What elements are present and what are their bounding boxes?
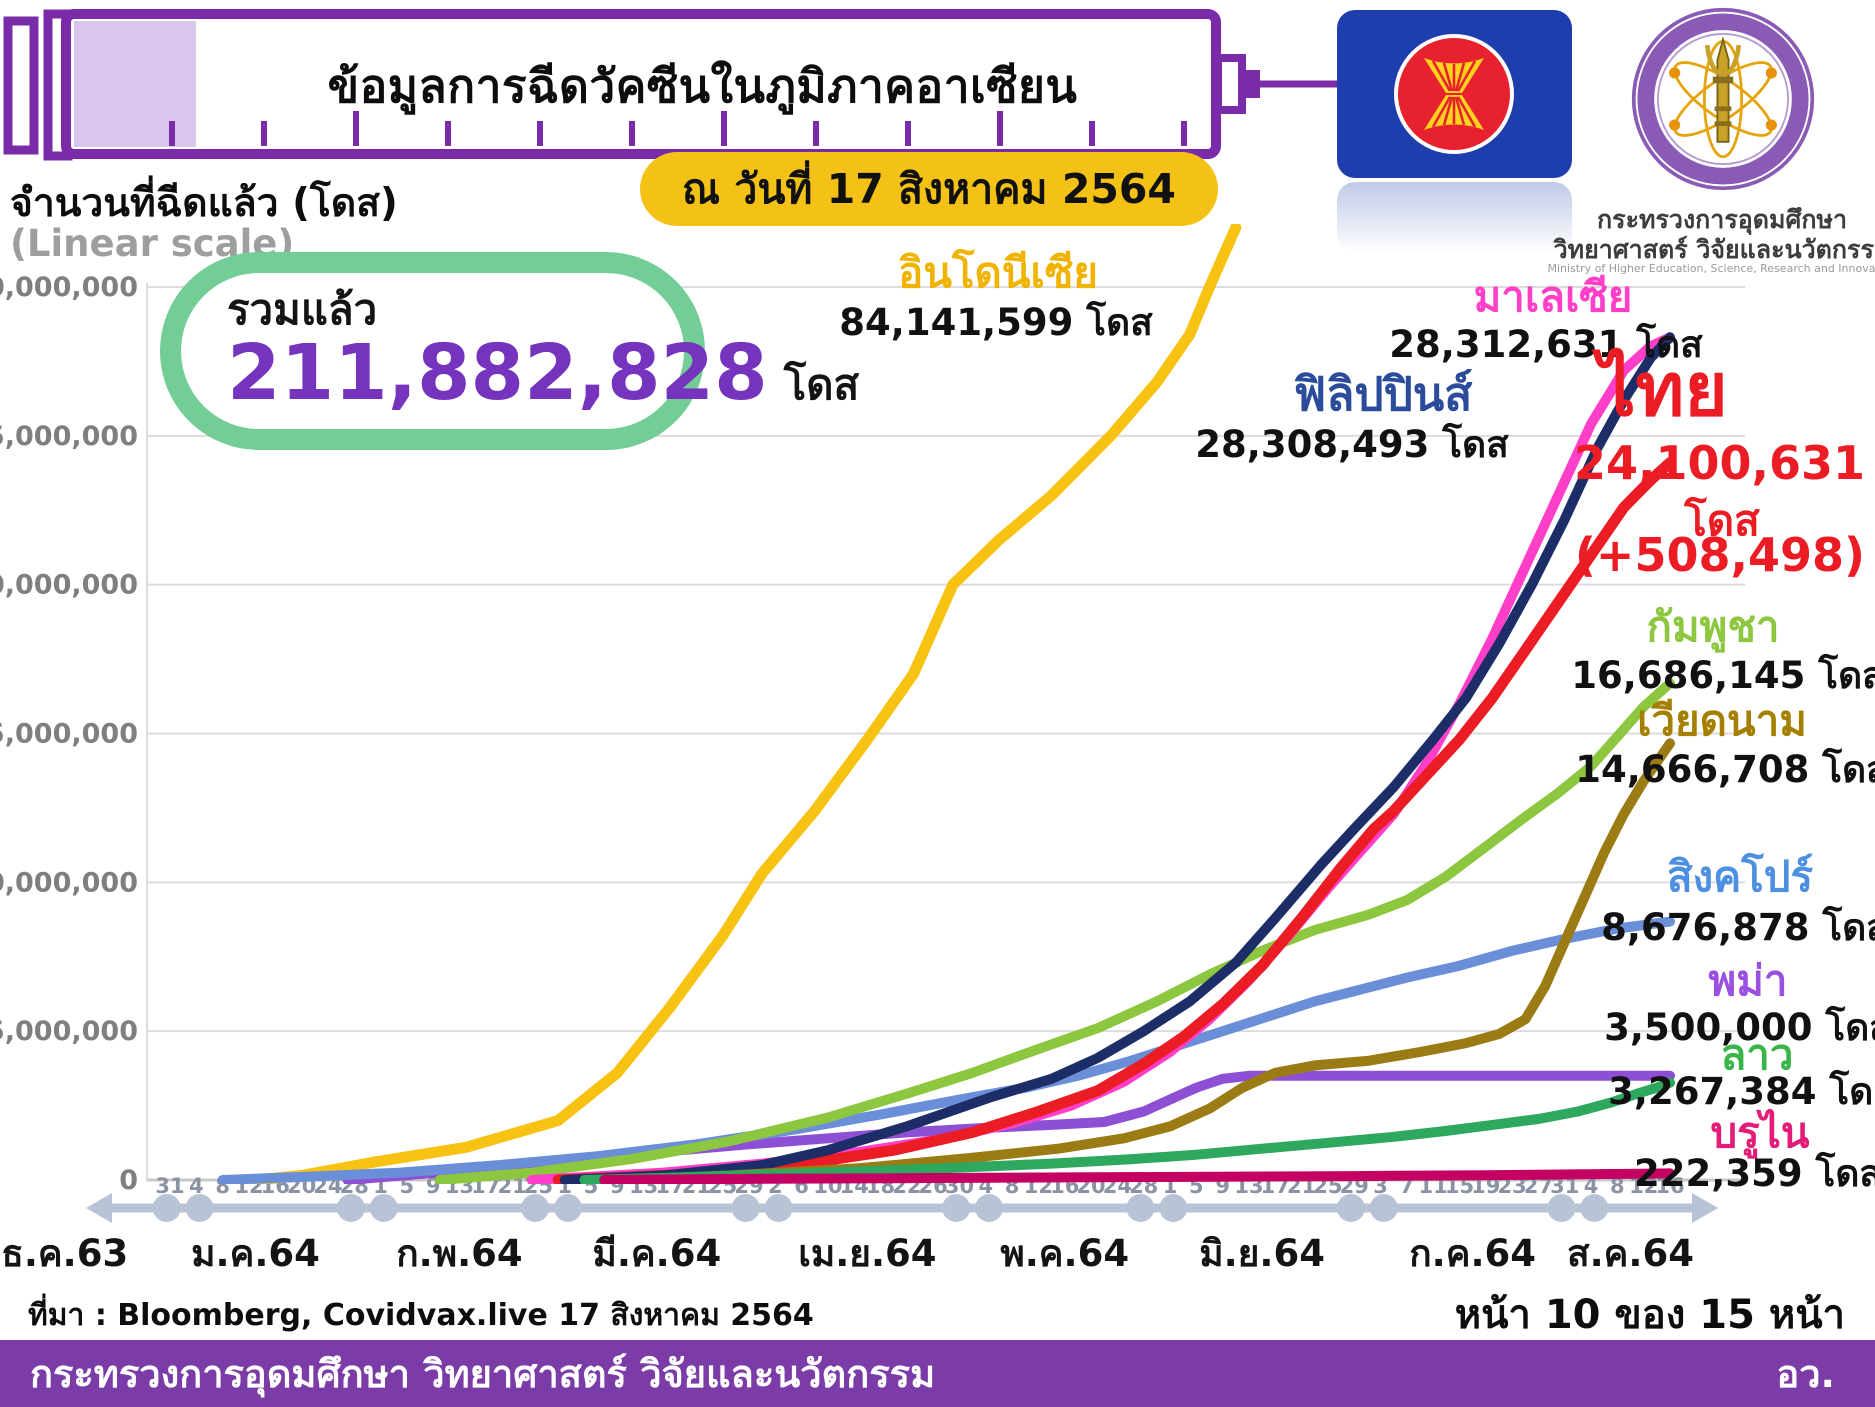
svg-text:มี.ค.64: มี.ค.64 <box>592 1232 721 1275</box>
svg-text:5,000,000: 5,000,000 <box>0 1016 138 1047</box>
syringe-banner-graphic <box>3 9 1350 161</box>
svg-text:พ.ค.64: พ.ค.64 <box>1000 1232 1129 1275</box>
page-title: ข้อมูลการฉีดวัคซีนในภูมิภาคอาเซียน <box>327 58 1078 113</box>
ministry-seal-icon <box>1631 7 1815 191</box>
value-indonesia: 84,141,599 โดส <box>839 301 1153 344</box>
delta-thailand: (+508,498) <box>1574 528 1865 582</box>
svg-text:31: 31 <box>155 1174 184 1198</box>
ministry-name-en: Ministry of Higher Education, Science, R… <box>1547 262 1875 275</box>
svg-text:ธ.ค.63: ธ.ค.63 <box>1 1232 128 1275</box>
syringe-nozzle <box>1214 54 1246 114</box>
label-thailand: ไทย <box>1598 347 1728 433</box>
seal-atom-orbits <box>1673 39 1773 159</box>
source-note: ที่มา : Bloomberg, Covidvax.live 17 สิงห… <box>28 1298 814 1333</box>
page-indicator: หน้า 10 ของ 15 หน้า <box>1454 1292 1845 1338</box>
value-brunei: 222,359 โดส <box>1634 1152 1875 1195</box>
label-laos: ลาว <box>1720 1030 1794 1079</box>
svg-text:ก.พ.64: ก.พ.64 <box>396 1232 522 1275</box>
svg-text:มิ.ย.64: มิ.ย.64 <box>1199 1232 1325 1275</box>
svg-text:20,000,000: 20,000,000 <box>0 570 138 601</box>
value-philippines: 28,308,493 โดส <box>1195 423 1509 466</box>
seal-trident <box>1704 35 1742 143</box>
asean-emblem-icon <box>1394 34 1514 154</box>
asean-paddy-lines <box>1431 60 1477 128</box>
y-axis-title: จำนวนที่ฉีดแล้ว (โดส) <box>10 181 398 226</box>
total-value: 211,882,828 <box>227 329 768 419</box>
label-vietnam: เวียดนาม <box>1637 696 1807 745</box>
ministry-name-th-1: กระทรวงการอุดมศึกษา <box>1597 205 1847 234</box>
value-myanmar: 3,500,000 โดส <box>1604 1006 1875 1049</box>
svg-text:ส.ค.64: ส.ค.64 <box>1567 1232 1694 1275</box>
asean-flag-reflection <box>1337 182 1572 252</box>
svg-text:เม.ย.64: เม.ย.64 <box>798 1232 936 1275</box>
seal-orbit-dots <box>1669 67 1777 131</box>
label-singapore: สิงคโปร์ <box>1666 852 1814 901</box>
label-indonesia: อินโดนีเซีย <box>898 248 1098 297</box>
value-laos: 3,267,384 โดส <box>1608 1070 1875 1113</box>
value-thailand: 24,100,631 <box>1573 436 1865 490</box>
svg-text:4: 4 <box>1584 1174 1599 1198</box>
footer-ministry-text: กระทรวงการอุดมศึกษา วิทยาศาสตร์ วิจัยและ… <box>30 1352 936 1396</box>
syringe-fluid <box>74 21 196 147</box>
svg-text:4: 4 <box>189 1174 204 1198</box>
syringe-plunger-cap <box>3 16 39 155</box>
total-label: รวมแล้ว <box>227 285 378 334</box>
unit-thailand: โดส <box>1684 496 1760 545</box>
value-malaysia: 28,312,631 โดส <box>1389 323 1703 366</box>
svg-text:15,000,000: 15,000,000 <box>0 719 138 750</box>
label-brunei: บรูไน <box>1710 1108 1810 1157</box>
footer-abbr: อว. <box>1776 1352 1835 1396</box>
total-unit: โดส <box>783 360 860 410</box>
total-doses-box: รวมแล้ว 211,882,828 โดส <box>160 252 859 450</box>
label-philippines: ฟิลิปปินส์ <box>1293 367 1473 421</box>
value-cambodia: 16,686,145 โดส <box>1571 654 1875 697</box>
svg-text:0: 0 <box>119 1165 138 1196</box>
label-cambodia: กัมพูชา <box>1646 602 1780 651</box>
svg-text:ม.ค.64: ม.ค.64 <box>191 1232 320 1275</box>
svg-text:8: 8 <box>1610 1174 1625 1198</box>
value-vietnam: 14,666,708 โดส <box>1575 748 1875 791</box>
label-malaysia: มาเลเซีย <box>1473 272 1633 321</box>
svg-text:10,000,000: 10,000,000 <box>0 867 138 898</box>
svg-text:25,000,000: 25,000,000 <box>0 421 138 452</box>
syringe-hub <box>1244 70 1260 98</box>
as-of-date-badge: ณ วันที่ 17 สิงหาคม 2564 <box>640 152 1218 226</box>
value-singapore: 8,676,878 โดส <box>1601 906 1875 949</box>
ministry-name-th-2: วิทยาศาสตร์ วิจัยและนวัตกรรม <box>1553 235 1875 264</box>
label-myanmar: พม่า <box>1708 956 1788 1005</box>
footer-bar: กระทรวงการอุดมศึกษา วิทยาศาสตร์ วิจัยและ… <box>0 1340 1875 1407</box>
svg-text:30,000,000: 30,000,000 <box>0 272 138 303</box>
svg-text:ก.ค.64: ก.ค.64 <box>1409 1232 1536 1275</box>
syringe-scale-ticks <box>169 111 1187 146</box>
